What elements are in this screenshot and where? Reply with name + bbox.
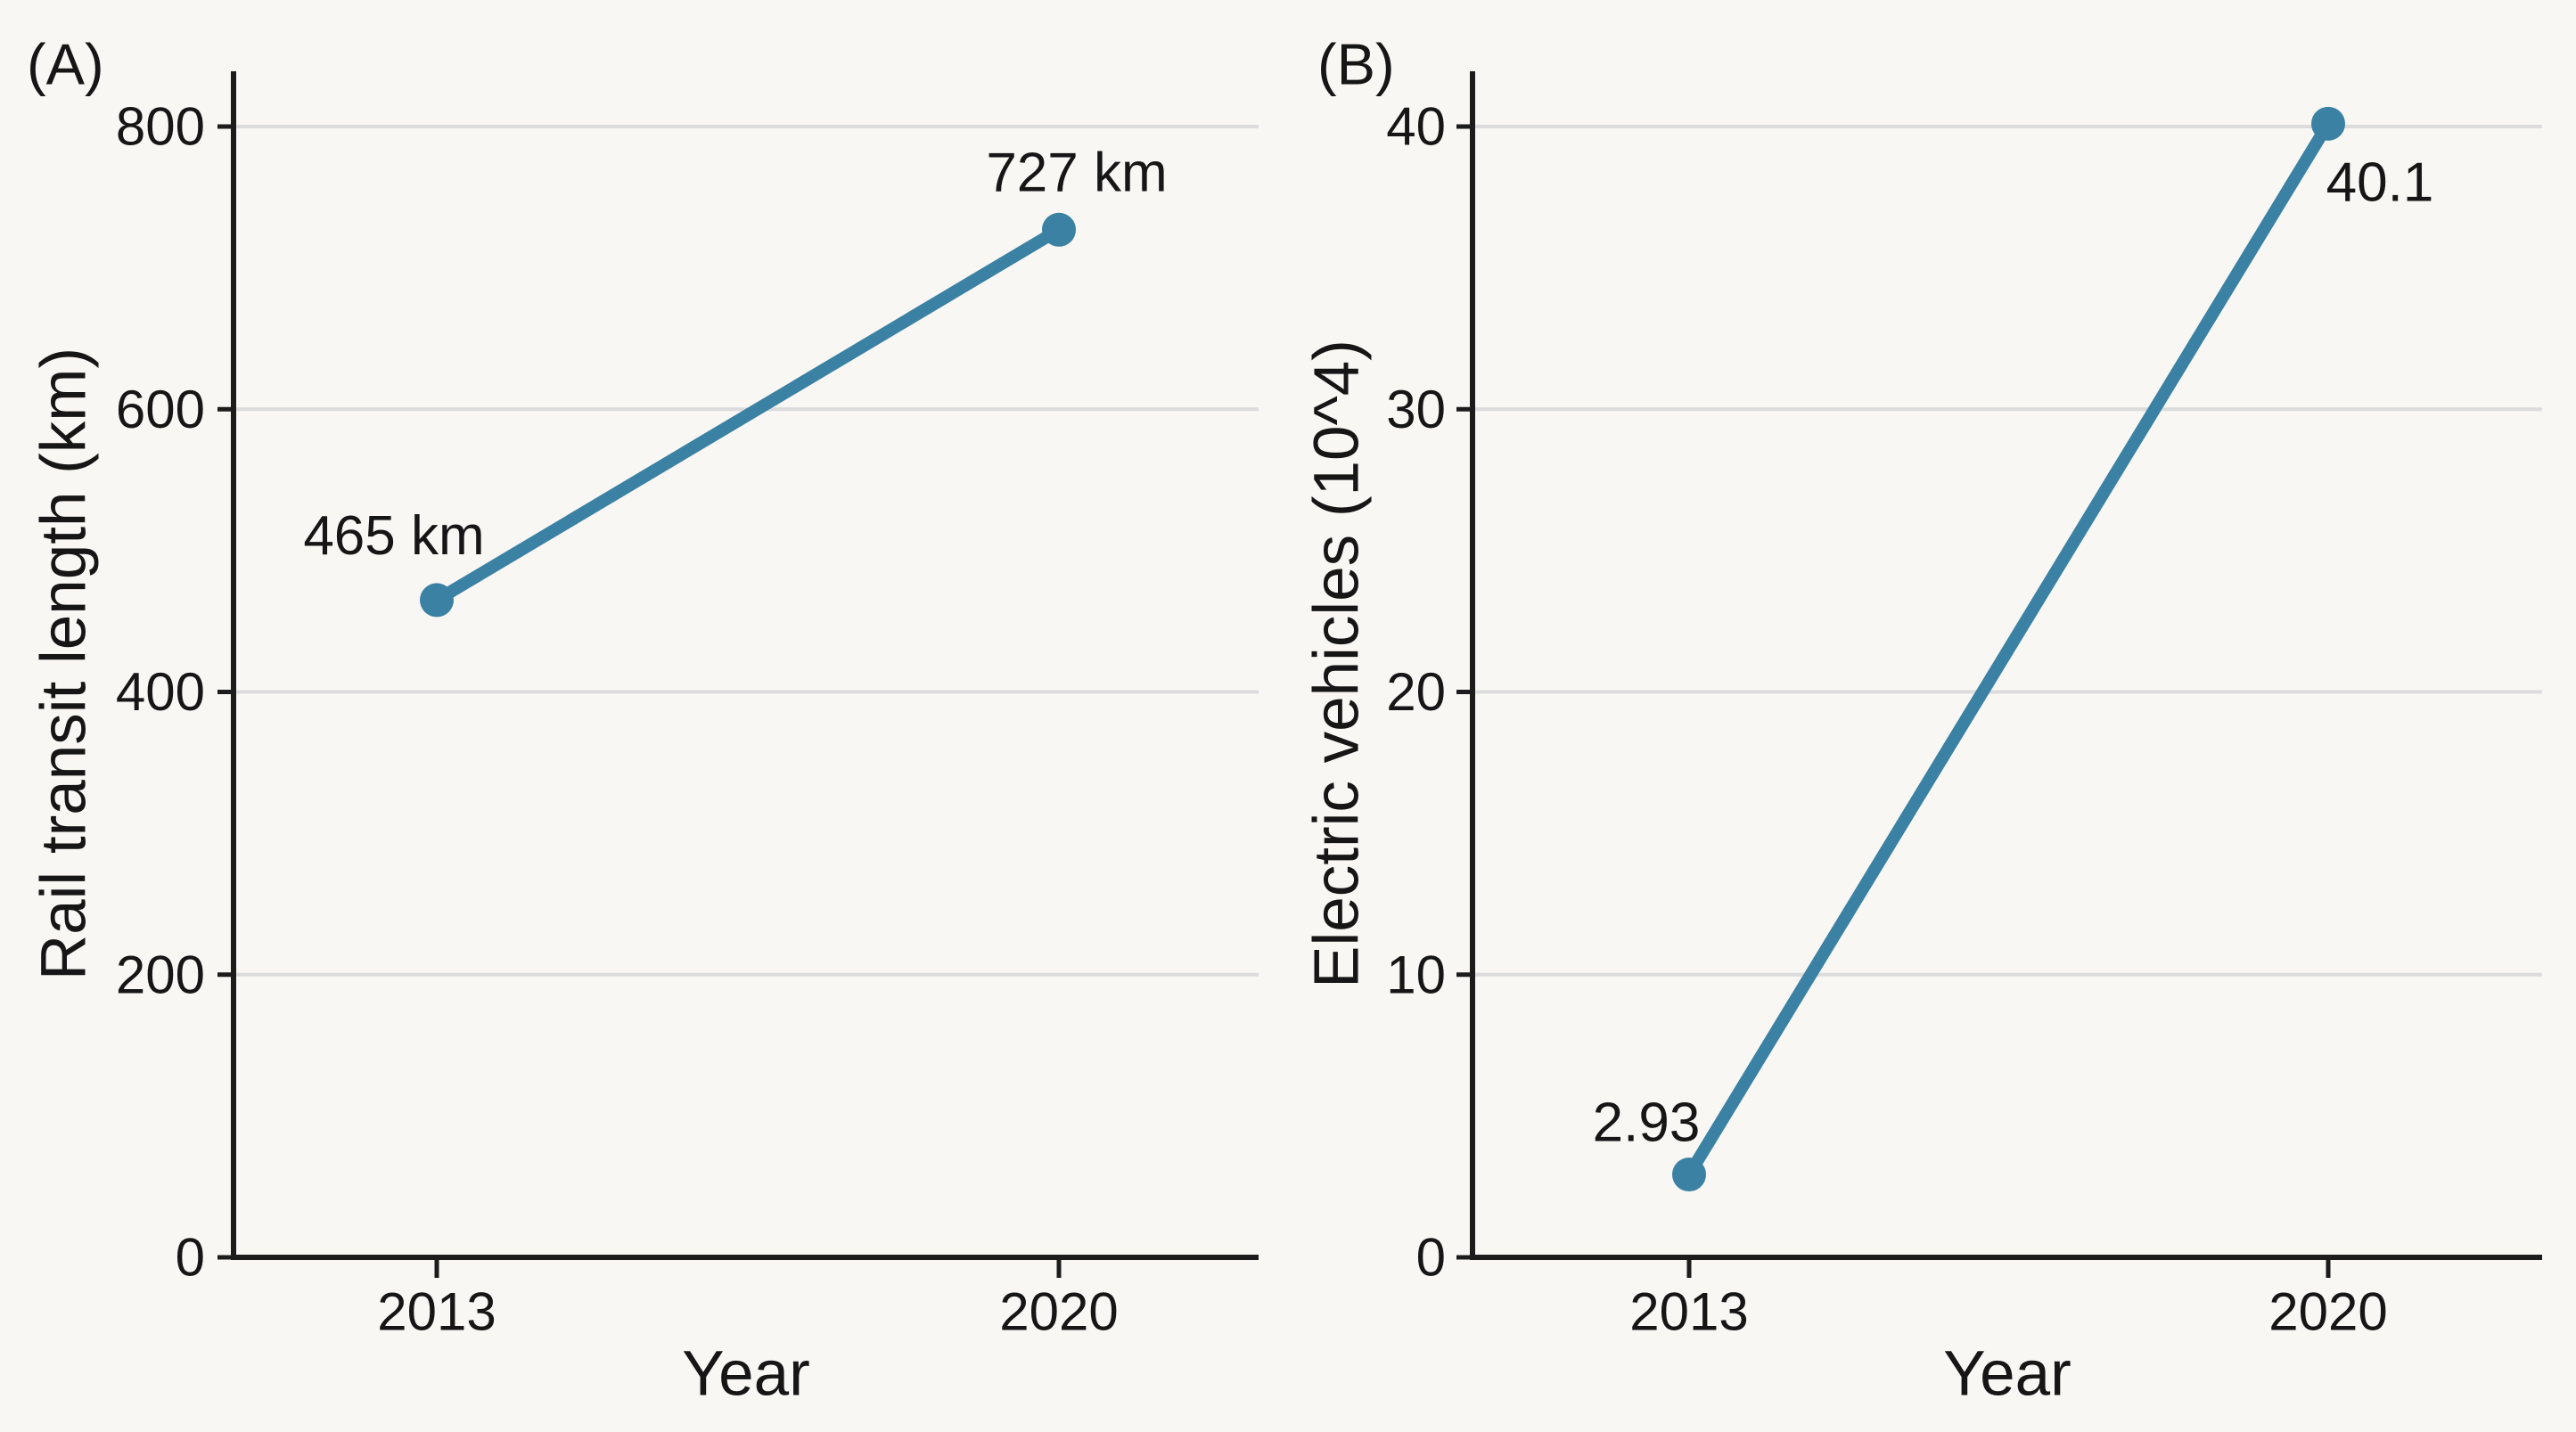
data-line xyxy=(1683,117,2334,1182)
y-tick-label: 400 xyxy=(116,662,205,722)
data-line xyxy=(431,223,1065,607)
y-tick-label: 20 xyxy=(1386,662,1446,722)
y-axis-title: Electric vehicles (10^4) xyxy=(1302,340,1373,988)
panel-A: 0 200 400 600 800 2013 2020 465 km 727 km Year Rai… xyxy=(27,32,1259,1410)
data-point-label: 2.93 xyxy=(1593,1092,1701,1154)
data-point xyxy=(1042,212,1076,247)
y-tick-label: 30 xyxy=(1386,380,1446,439)
y-tick-label: 600 xyxy=(116,380,205,439)
y-tick-label: 10 xyxy=(1386,945,1446,1004)
y-tick-label: 40 xyxy=(1386,97,1446,157)
x-axis-title: Year xyxy=(1943,1339,2071,1410)
x-axis-title: Year xyxy=(682,1339,809,1410)
y-tick-label: 200 xyxy=(116,945,205,1004)
data-point xyxy=(1672,1158,1706,1192)
data-point-label: 40.1 xyxy=(2326,151,2434,213)
y-tick-label: 800 xyxy=(116,97,205,157)
y-tick-label: 0 xyxy=(1416,1228,1446,1288)
x-tick-label: 2020 xyxy=(999,1282,1118,1342)
panel-letter-label: (B) xyxy=(1317,32,1395,97)
data-point-label: 465 km xyxy=(303,505,484,567)
data-point-label: 727 km xyxy=(986,142,1167,203)
x-tick-label: 2013 xyxy=(1629,1282,1748,1342)
data-point xyxy=(420,583,454,618)
x-tick-label: 2013 xyxy=(377,1282,496,1342)
x-tick-label: 2020 xyxy=(2268,1282,2387,1342)
panel-B: 0 10 20 30 40 2013 2020 2.93 40.1 Year Electric ve… xyxy=(1302,32,2542,1410)
y-axis-title: Rail transit length (km) xyxy=(29,348,100,980)
y-tick-label: 0 xyxy=(176,1228,205,1288)
data-point xyxy=(2311,106,2345,141)
panel-letter-label: (A) xyxy=(27,32,104,97)
